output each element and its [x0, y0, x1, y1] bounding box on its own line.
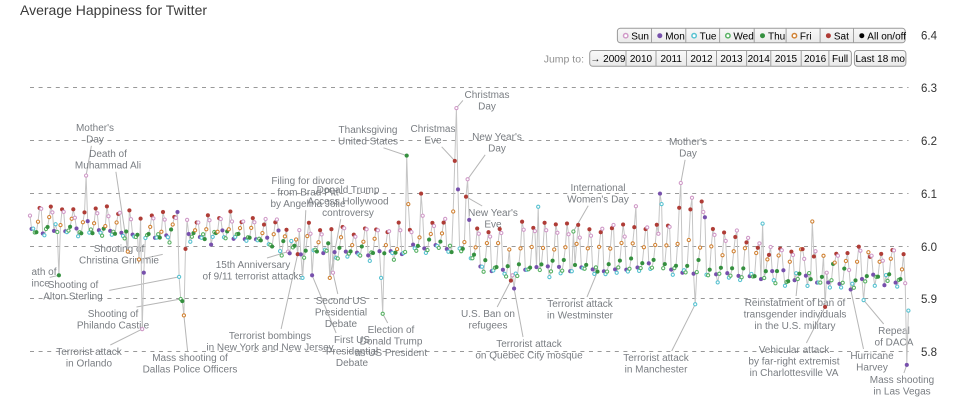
svg-text:Mon: Mon: [665, 31, 684, 42]
svg-text:2011: 2011: [660, 54, 682, 65]
svg-text:6.0: 6.0: [921, 242, 937, 254]
svg-text:2015: 2015: [775, 54, 798, 65]
svg-text:Filing for divorce: Filing for divorce: [271, 176, 345, 187]
svg-text:Debate: Debate: [325, 319, 358, 330]
svg-text:Mass shooting: Mass shooting: [870, 375, 934, 386]
svg-text:Christina Grimmie: Christina Grimmie: [79, 255, 159, 266]
svg-text:in New York and New Jersey: in New York and New Jersey: [206, 342, 333, 353]
svg-text:5.8: 5.8: [921, 347, 937, 359]
svg-text:Last 18 mo: Last 18 mo: [855, 54, 905, 65]
svg-text:on Quebec City mosque: on Quebec City mosque: [475, 350, 583, 361]
svg-text:Harvey: Harvey: [856, 362, 888, 373]
svg-text:6.4: 6.4: [921, 31, 938, 43]
svg-text:2013: 2013: [720, 54, 743, 65]
svg-text:Full: Full: [832, 54, 848, 65]
svg-text:Second US: Second US: [316, 296, 367, 307]
svg-text:Terrorist attack: Terrorist attack: [56, 347, 123, 358]
svg-text:Death of: Death of: [89, 149, 127, 160]
svg-text:in the U.S. military: in the U.S. military: [754, 321, 835, 332]
svg-text:Sun: Sun: [631, 31, 649, 42]
svg-text:Thanksgiving: Thanksgiving: [339, 125, 398, 136]
svg-text:in Orlando: in Orlando: [66, 358, 113, 369]
svg-text:2012: 2012: [690, 54, 713, 65]
svg-text:from Brad Pitt: from Brad Pitt: [277, 187, 338, 198]
svg-text:by Angelina Jolie: by Angelina Jolie: [270, 199, 345, 210]
svg-text:Debate: Debate: [336, 358, 369, 369]
svg-text:Shooting of: Shooting of: [94, 244, 145, 255]
svg-text:by far-right extremist: by far-right extremist: [748, 356, 839, 367]
svg-text:Hurricane: Hurricane: [850, 351, 894, 362]
svg-text:U.S. Ban on: U.S. Ban on: [461, 309, 515, 320]
svg-text:6.3: 6.3: [921, 83, 937, 95]
svg-text:refugees: refugees: [469, 320, 508, 331]
svg-text:Presidential: Presidential: [326, 346, 378, 357]
svg-text:Wed: Wed: [733, 31, 753, 42]
svg-text:2010: 2010: [630, 54, 653, 65]
svg-text:Philando Castile: Philando Castile: [77, 320, 150, 331]
svg-text:Christmas: Christmas: [410, 124, 455, 135]
svg-text:Tue: Tue: [700, 31, 717, 42]
svg-text:→ 2009: → 2009: [590, 54, 625, 65]
svg-text:All on/off: All on/off: [867, 31, 906, 42]
svg-text:6.1: 6.1: [921, 189, 937, 201]
svg-text:Jump to:: Jump to:: [544, 54, 584, 66]
svg-text:in Manchester: in Manchester: [625, 364, 688, 375]
svg-text:Repeal: Repeal: [878, 326, 910, 337]
svg-text:Alton Sterling: Alton Sterling: [43, 291, 102, 302]
svg-text:Shooting of: Shooting of: [88, 309, 139, 320]
svg-text:in Las Vegas: in Las Vegas: [873, 386, 930, 397]
svg-text:2014: 2014: [748, 54, 771, 65]
svg-text:Day: Day: [488, 143, 506, 154]
svg-text:Terrorist attack: Terrorist attack: [547, 299, 614, 310]
svg-text:6.2: 6.2: [921, 136, 937, 148]
svg-text:of 9/11 terrorist attacks: of 9/11 terrorist attacks: [203, 271, 304, 282]
svg-text:ath of: ath of: [32, 267, 57, 278]
svg-text:of DACA: of DACA: [875, 337, 914, 348]
svg-text:Day: Day: [86, 134, 104, 145]
svg-text:Mother's: Mother's: [76, 123, 114, 134]
svg-text:New Year's: New Year's: [468, 208, 518, 219]
svg-text:Day: Day: [478, 101, 496, 112]
svg-text:First US: First US: [334, 335, 370, 346]
svg-text:in Charlottesville VA: in Charlottesville VA: [750, 368, 839, 379]
svg-text:in Westminster: in Westminster: [547, 310, 614, 321]
svg-text:Dallas Police Officers: Dallas Police Officers: [143, 364, 238, 375]
svg-text:Muhammad Ali: Muhammad Ali: [75, 160, 141, 171]
svg-text:Thu: Thu: [768, 31, 785, 42]
svg-text:2016: 2016: [804, 54, 827, 65]
svg-text:controversy: controversy: [322, 208, 374, 219]
svg-text:15th Anniversary: 15th Anniversary: [216, 260, 291, 271]
svg-text:Women's Day: Women's Day: [567, 194, 629, 205]
svg-text:Presidential: Presidential: [315, 307, 367, 318]
svg-text:Average Happiness for Twitter: Average Happiness for Twitter: [20, 2, 207, 18]
svg-text:Reinstatment of ban of: Reinstatment of ban of: [745, 298, 846, 309]
svg-text:Shooting of: Shooting of: [48, 280, 99, 291]
svg-text:Eve: Eve: [484, 219, 502, 230]
svg-text:Vehicular attack: Vehicular attack: [759, 345, 831, 356]
svg-text:Donald Trump: Donald Trump: [317, 185, 380, 196]
svg-text:Christmas: Christmas: [464, 90, 509, 101]
svg-text:International: International: [570, 183, 625, 194]
svg-text:Terrorist bombings: Terrorist bombings: [229, 331, 311, 342]
svg-text:Donald Trump: Donald Trump: [360, 336, 423, 347]
svg-text:Terrorist attack: Terrorist attack: [496, 339, 563, 350]
svg-text:Election of: Election of: [368, 325, 415, 336]
svg-text:New Year's: New Year's: [472, 132, 522, 143]
svg-text:Terrorist attack: Terrorist attack: [623, 353, 690, 364]
svg-text:Fri: Fri: [800, 31, 812, 42]
svg-text:transgender individuals: transgender individuals: [744, 309, 847, 320]
svg-text:Day: Day: [679, 148, 697, 159]
svg-text:Access Hollywood: Access Hollywood: [307, 196, 388, 207]
svg-text:Sat: Sat: [834, 31, 849, 42]
svg-text:United States: United States: [338, 136, 398, 147]
svg-text:as US President: as US President: [355, 348, 427, 359]
svg-text:5.9: 5.9: [921, 294, 937, 306]
svg-text:Mass shooting of: Mass shooting of: [152, 353, 228, 364]
svg-text:ince: ince: [32, 278, 51, 289]
svg-text:Mother's: Mother's: [669, 137, 707, 148]
svg-text:Eve: Eve: [424, 135, 442, 146]
